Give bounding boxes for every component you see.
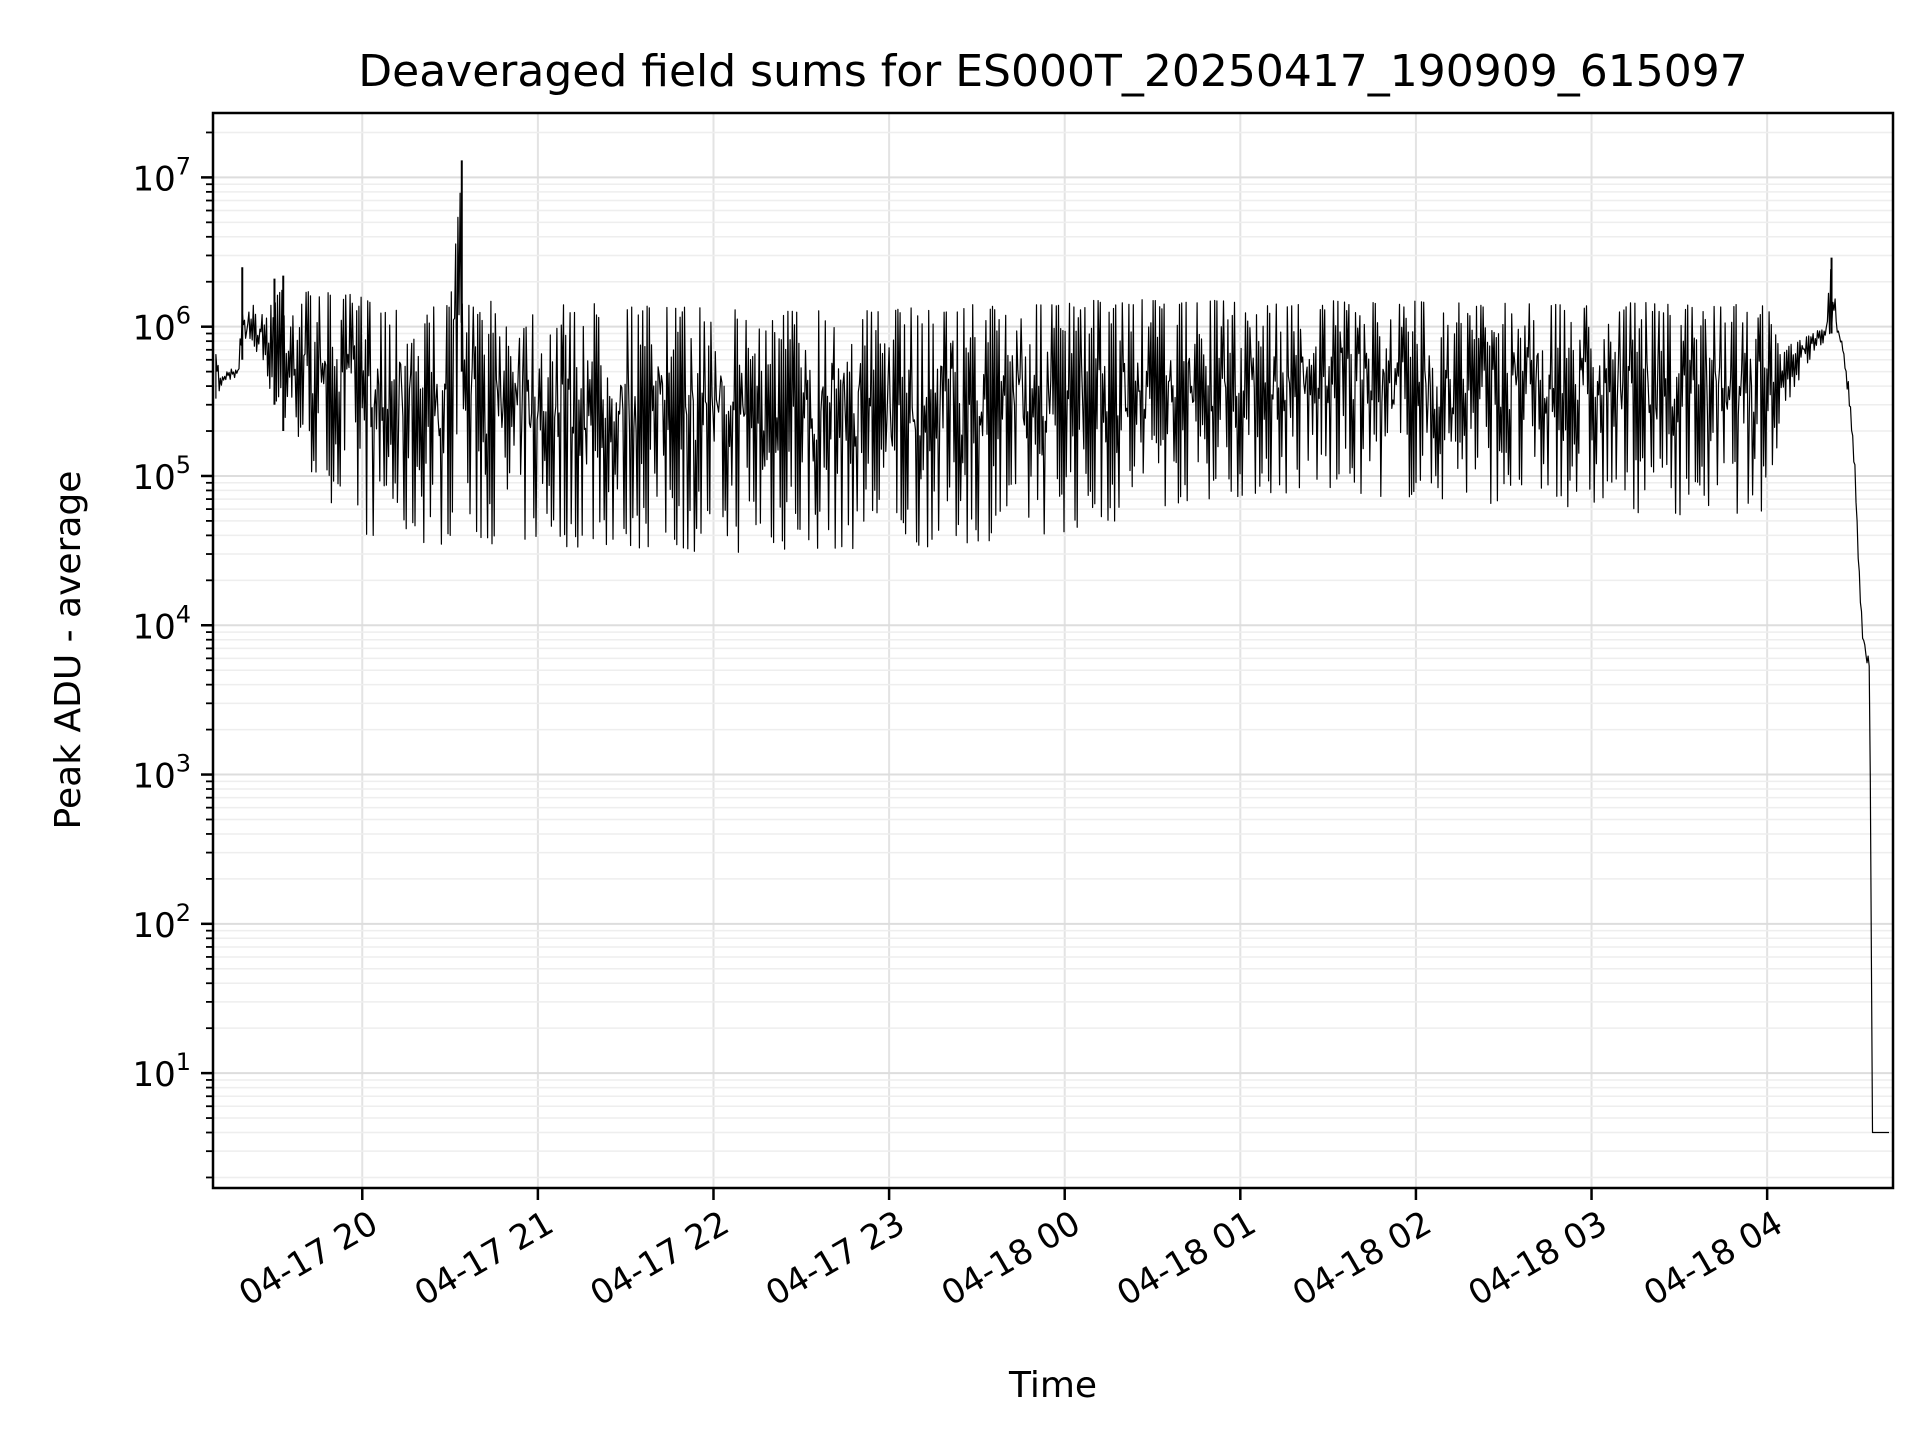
y-tick-label: 105 bbox=[132, 451, 191, 498]
y-tick-label: 101 bbox=[132, 1048, 191, 1095]
data-line bbox=[215, 160, 1889, 1134]
y-axis-ticks: 101 102 103 104 105 106 107 bbox=[132, 131, 213, 1179]
y-tick-label: 102 bbox=[132, 899, 191, 946]
y-tick-label: 107 bbox=[132, 152, 191, 199]
y-tick-label: 106 bbox=[132, 302, 191, 349]
plot-frame bbox=[211, 111, 1895, 1190]
chart-title: Deaveraged field sums for ES000T_2025041… bbox=[358, 46, 1747, 97]
x-axis-label: Time bbox=[1008, 1365, 1097, 1406]
y-tick-label: 104 bbox=[132, 600, 191, 647]
series-line bbox=[215, 192, 1889, 1134]
y-axis-label: Peak ADU - average bbox=[48, 471, 89, 830]
y-tick-label: 103 bbox=[132, 750, 191, 797]
plot-area bbox=[213, 113, 1893, 1188]
